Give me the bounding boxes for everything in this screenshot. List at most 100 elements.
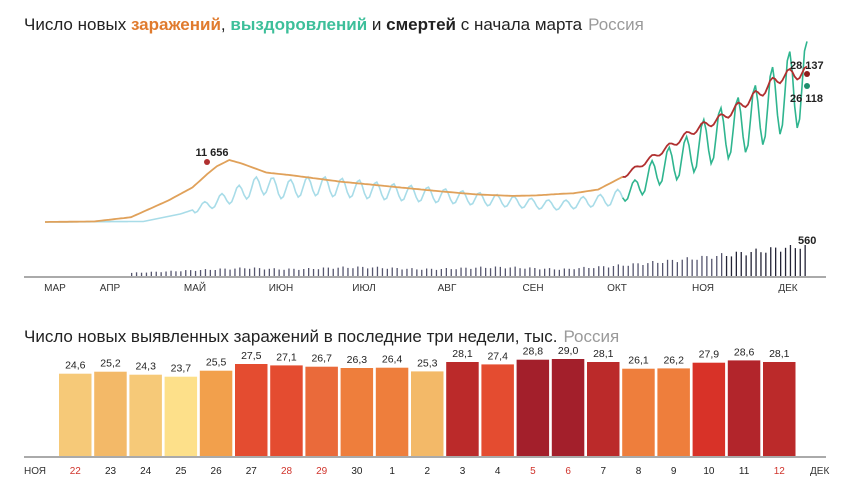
deaths-bar (499, 266, 501, 276)
deaths-bar (352, 268, 354, 276)
deaths-bar (234, 268, 236, 276)
deaths-bar (740, 252, 742, 276)
deaths-bar (666, 259, 669, 276)
deaths-bar (170, 270, 172, 276)
deaths-bar (367, 268, 369, 276)
deaths-bar (140, 272, 143, 276)
deaths-bar (509, 267, 511, 276)
deaths-bar (514, 266, 516, 276)
deaths-bar (671, 259, 674, 276)
deaths-bar (190, 270, 192, 276)
deaths-bar (470, 268, 472, 276)
daily-bar (411, 371, 444, 456)
bar-value-label: 24,6 (65, 360, 86, 372)
bar-value-label: 26,4 (382, 354, 403, 366)
bar-value-label: 24,3 (135, 361, 156, 373)
deaths-bar (696, 259, 698, 276)
deaths-bar (637, 263, 639, 276)
day-tick-label: 9 (671, 466, 677, 477)
deaths-bar (794, 248, 796, 276)
deaths-bar (229, 269, 231, 276)
deaths-bar (480, 266, 482, 276)
daily-bar (516, 359, 550, 456)
bar-value-label: 29,0 (558, 345, 579, 357)
day-tick-label: 12 (774, 466, 786, 477)
deaths-bar (583, 266, 585, 276)
chart1-title-part: , (220, 15, 231, 34)
chart1-title-part: Число новых (24, 15, 131, 34)
deaths-bar (322, 267, 325, 276)
recoveries-end-marker (804, 83, 810, 89)
day-tick-label: 10 (703, 466, 715, 477)
deaths-bar (775, 247, 777, 276)
month-tick-label: НОЯ (692, 283, 714, 294)
bar-value-label: 23,7 (171, 363, 192, 375)
deaths-bar (347, 267, 349, 276)
day-tick-label: 26 (211, 466, 223, 477)
deaths-bar (755, 248, 757, 276)
bar-value-label: 28,1 (593, 348, 614, 360)
infections-line (45, 159, 624, 223)
deaths-bar (239, 267, 241, 276)
deaths-bar (642, 265, 644, 276)
deaths-bar (135, 272, 138, 276)
daily-bar (305, 366, 338, 456)
deaths-bar (145, 272, 148, 276)
day-tick-label: 27 (246, 466, 258, 477)
recoveries-line (621, 41, 808, 203)
deaths-bar (209, 269, 211, 276)
day-tick-label: 8 (636, 466, 642, 477)
deaths-bar (770, 247, 772, 276)
month-tick-label: МАР (44, 283, 66, 294)
daily-bar (657, 368, 690, 456)
daily-bar (551, 359, 585, 456)
deaths-bar (578, 268, 580, 276)
deaths-bar (244, 268, 246, 276)
deaths-bar (180, 271, 182, 276)
deaths-bar (494, 266, 497, 276)
daily-bar (587, 362, 620, 456)
deaths-bar (647, 263, 649, 276)
deaths-bar (199, 270, 202, 276)
deaths-bar (460, 267, 462, 276)
bar-value-label: 28,8 (523, 346, 544, 358)
bar-value-label: 26,2 (663, 354, 684, 366)
daily-bar (94, 371, 127, 456)
daily-bar (340, 368, 374, 456)
day-tick-label: 1 (389, 466, 395, 477)
deaths-bar (760, 252, 762, 276)
bar-value-label: 27,5 (241, 350, 262, 362)
deaths-bar (406, 268, 408, 276)
daily-bar (692, 362, 726, 456)
deaths-bar (553, 269, 556, 276)
deaths-bar (588, 268, 590, 276)
deaths-bar (607, 267, 610, 276)
deaths-bar (504, 268, 506, 276)
peak-label: 11 656 (195, 147, 228, 159)
deaths-bar (558, 269, 560, 276)
deaths-bar (401, 269, 403, 276)
deaths-bar (519, 268, 521, 276)
deaths-bar (376, 266, 379, 276)
month-end-label: ДЕК (810, 466, 829, 477)
deaths-bar (701, 255, 703, 276)
deaths-bar (789, 245, 792, 276)
deaths-bar (131, 272, 133, 276)
deaths-bar (445, 268, 447, 276)
deaths-bar (573, 269, 575, 276)
deaths-bar (544, 268, 546, 276)
day-tick-label: 4 (495, 466, 501, 477)
bar-value-label: 26,1 (628, 355, 649, 367)
bar-value-label: 27,1 (276, 351, 297, 363)
deaths-bar (396, 268, 398, 276)
recoveries-line (45, 175, 624, 223)
deaths-bar (548, 268, 551, 276)
deaths-bar (652, 261, 654, 276)
deaths-bar (622, 265, 624, 276)
deaths-bar (681, 259, 683, 276)
peak-marker (204, 159, 210, 165)
deaths-bar (214, 270, 216, 276)
deaths-bar (730, 256, 733, 276)
infections-end-label: 28 137 (790, 60, 824, 72)
